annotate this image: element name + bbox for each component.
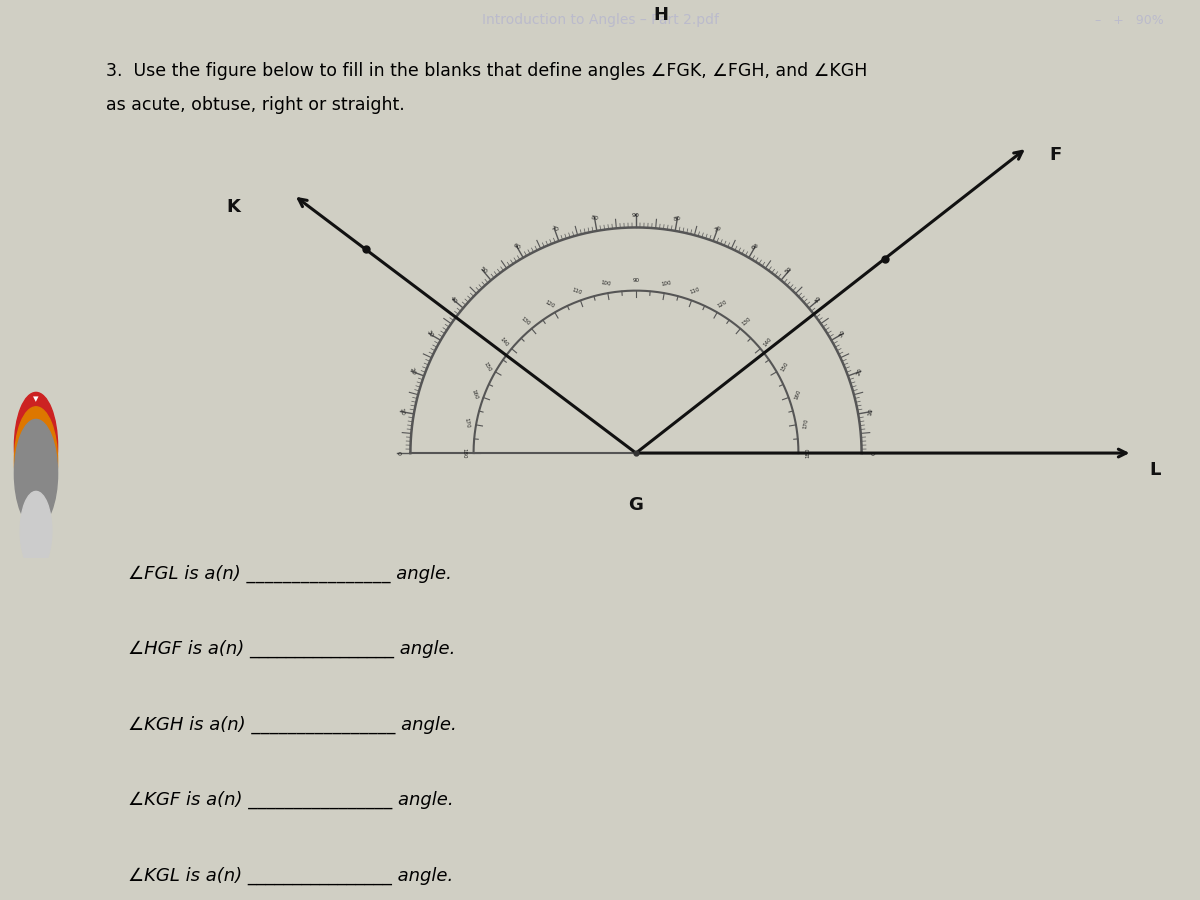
Text: 150: 150	[482, 361, 492, 373]
Text: as acute, obtuse, right or straight.: as acute, obtuse, right or straight.	[106, 96, 404, 114]
Text: ∠KGL is a(n) ________________ angle.: ∠KGL is a(n) ________________ angle.	[128, 867, 454, 885]
Text: 180: 180	[805, 448, 811, 458]
Text: 30: 30	[838, 329, 846, 338]
Text: 180: 180	[461, 448, 467, 458]
Text: 80: 80	[673, 215, 682, 221]
Text: 100: 100	[600, 280, 612, 287]
Text: 140: 140	[499, 337, 509, 348]
Text: 160: 160	[793, 389, 802, 400]
Text: 160: 160	[470, 389, 479, 400]
Text: 80: 80	[590, 215, 599, 221]
Text: 110: 110	[571, 287, 583, 295]
Circle shape	[14, 419, 58, 527]
Text: 130: 130	[520, 316, 530, 327]
Text: 10: 10	[398, 408, 404, 416]
Text: ∠KGH is a(n) ________________ angle.: ∠KGH is a(n) ________________ angle.	[128, 716, 457, 733]
Text: 20: 20	[409, 367, 416, 376]
Text: L: L	[1150, 461, 1160, 479]
Text: 90: 90	[632, 278, 640, 284]
Text: Introduction to Angles – Part 2.pdf: Introduction to Angles – Part 2.pdf	[481, 14, 719, 27]
Circle shape	[14, 392, 58, 500]
Text: 30: 30	[426, 329, 434, 338]
Text: ▾: ▾	[34, 394, 38, 405]
Text: H: H	[653, 6, 668, 24]
Text: 170: 170	[463, 418, 470, 428]
Text: 150: 150	[780, 361, 790, 373]
Circle shape	[14, 407, 58, 515]
Text: 0: 0	[871, 451, 876, 455]
Text: 50: 50	[785, 266, 793, 275]
Text: 60: 60	[512, 243, 522, 251]
Text: 3.  Use the figure below to fill in the blanks that define angles ∠FGK, ∠FGH, an: 3. Use the figure below to fill in the b…	[106, 62, 868, 80]
Text: ∠KGF is a(n) ________________ angle.: ∠KGF is a(n) ________________ angle.	[128, 791, 454, 809]
Text: 40: 40	[814, 295, 823, 305]
Text: –   +   90%: – + 90%	[1096, 14, 1164, 27]
Text: ∠FGL is a(n) ________________ angle.: ∠FGL is a(n) ________________ angle.	[128, 564, 452, 582]
Text: 90: 90	[632, 212, 640, 218]
Text: 50: 50	[479, 266, 487, 275]
Text: ∠HGF is a(n) ________________ angle.: ∠HGF is a(n) ________________ angle.	[128, 640, 456, 658]
Text: F: F	[1050, 147, 1062, 165]
Text: G: G	[629, 496, 643, 514]
Text: K: K	[226, 198, 240, 216]
Text: 70: 70	[550, 226, 559, 233]
Text: 40: 40	[449, 295, 458, 305]
Circle shape	[20, 491, 52, 571]
Text: 20: 20	[856, 367, 863, 376]
Text: 110: 110	[689, 287, 701, 295]
Text: 10: 10	[868, 408, 874, 416]
Text: 70: 70	[713, 226, 722, 233]
Text: 120: 120	[544, 299, 556, 309]
Text: 170: 170	[802, 418, 809, 428]
Text: 130: 130	[742, 316, 752, 327]
Text: 140: 140	[763, 337, 773, 348]
Text: 60: 60	[750, 243, 760, 251]
Text: 100: 100	[660, 280, 672, 287]
Text: 120: 120	[716, 299, 728, 309]
Text: 0: 0	[396, 451, 401, 455]
